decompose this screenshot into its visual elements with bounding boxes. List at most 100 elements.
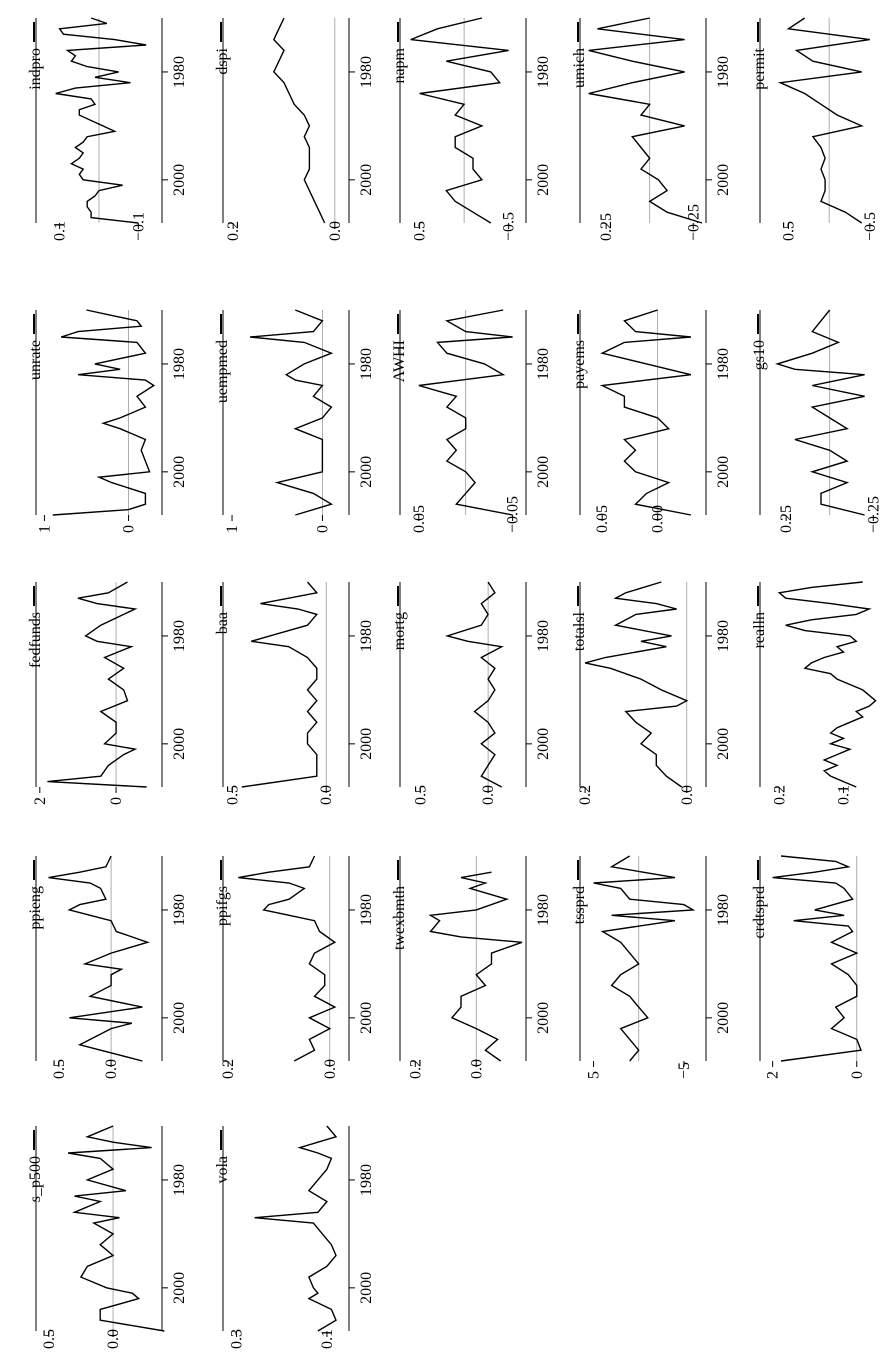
series-line-mortg <box>444 581 504 788</box>
panel-umich: 0.25 −0.25 1980 2000 umich <box>571 17 732 241</box>
x-tick-label: 2000 <box>535 1002 552 1034</box>
x-tick-label: 1980 <box>715 348 732 380</box>
series-line-unrate <box>52 309 156 516</box>
series-title: tssprd <box>571 886 588 924</box>
x-tick-label: 1980 <box>171 56 188 88</box>
panel-crdtsprd: 2019802000crdtsprd <box>751 855 866 1079</box>
panel-dspi: 0.2 0.0 1980 2000 dspi <box>214 17 375 241</box>
y-tick-label: 0.0 <box>105 1329 122 1349</box>
x-tick-label: 2000 <box>715 164 732 196</box>
y-tick-label: 0.25 <box>598 213 615 241</box>
y-tick-label: 0.5 <box>224 785 241 805</box>
series-line-gs10 <box>775 309 865 516</box>
series-line-indpro <box>55 17 147 224</box>
series-line-permit <box>777 17 870 224</box>
panel-realln: 0.20.119802000realln <box>751 581 877 805</box>
series-line-napm <box>410 17 509 224</box>
y-tick-label: 5 <box>586 1071 603 1079</box>
x-tick-label: 2000 <box>358 164 375 196</box>
x-tick-label: 2000 <box>715 1002 732 1034</box>
series-line-twexbmth <box>428 871 523 1062</box>
y-tick-label: 2 <box>765 1071 782 1079</box>
series-title: dspi <box>214 47 231 74</box>
series-line-tssprd <box>593 855 696 1062</box>
y-tick-label: 0 <box>849 1071 866 1079</box>
y-tick-label: 0.1 <box>319 1329 336 1349</box>
series-line-dspi <box>272 17 326 224</box>
series-title: fedfunds <box>27 612 44 668</box>
y-tick-label: 0.5 <box>51 1059 68 1079</box>
y-tick-label: 0.0 <box>103 1059 120 1079</box>
x-tick-label: 2000 <box>535 164 552 196</box>
y-tick-label: 0.0 <box>322 1059 339 1079</box>
series-line-umich <box>588 17 703 224</box>
x-tick-label: 1980 <box>171 1164 188 1196</box>
y-tick-label: 0 <box>108 797 125 805</box>
x-tick-label: 1980 <box>358 620 375 652</box>
series-title: totalsl <box>571 611 588 651</box>
panel-ppifgs: 0.2 0.0 1980 2000 ppifgs <box>214 855 375 1079</box>
series-title: indpro <box>27 48 44 90</box>
x-tick-label: 1980 <box>535 620 552 652</box>
panel-unrate: 1 0 1980 2000 unrate <box>27 309 188 533</box>
panel-permit: 0.5−0.519802000permit <box>751 17 879 241</box>
series-line-realln <box>777 581 877 788</box>
series-title: gs10 <box>751 340 768 370</box>
series-title: uempmed <box>214 340 231 403</box>
x-tick-label: 2000 <box>171 164 188 196</box>
x-tick-label: 1980 <box>358 56 375 88</box>
panel-indpro: 0.1 −0.1 1980 2000 indpro <box>27 17 188 241</box>
series-title: realln <box>751 612 768 648</box>
panel-twexbmth: 0.2 0.0 1980 2000 twexbmth <box>391 856 552 1079</box>
y-tick-label: −0.5 <box>501 212 518 241</box>
y-tick-label: 0.05 <box>594 505 611 533</box>
x-tick-label: 1980 <box>171 620 188 652</box>
series-title: ppieng <box>27 886 44 930</box>
panel-ppieng: 0.5 0.0 1980 2000 ppieng <box>27 855 188 1079</box>
x-tick-label: 1980 <box>715 894 732 926</box>
y-tick-label: 0.25 <box>778 505 795 533</box>
y-tick-label: 0.2 <box>577 785 594 805</box>
x-tick-label: 2000 <box>358 728 375 760</box>
x-tick-label: 2000 <box>535 456 552 488</box>
series-line-s_p500 <box>67 1125 165 1332</box>
series-title: twexbmth <box>391 886 408 950</box>
x-tick-label: 2000 <box>358 456 375 488</box>
series-title: s_p500 <box>27 1156 44 1202</box>
series-line-AWHI <box>418 309 513 516</box>
panel-tssprd: 5 −5 1980 2000 tssprd <box>571 855 732 1079</box>
series-title: umich <box>571 48 588 88</box>
x-tick-label: 1980 <box>535 56 552 88</box>
x-tick-label: 2000 <box>171 1272 188 1304</box>
y-tick-label: 0.0 <box>327 221 344 241</box>
y-tick-label: 0.0 <box>480 785 497 805</box>
x-tick-label: 1980 <box>171 348 188 380</box>
y-tick-label: 0.0 <box>318 785 335 805</box>
panel-vola: 0.3 0.1 1980 2000 vola <box>214 1125 375 1349</box>
series-title: unrate <box>27 340 44 380</box>
series-title: vola <box>214 1156 231 1184</box>
series-title: crdtsprd <box>751 886 768 938</box>
series-line-baa <box>241 581 319 788</box>
y-tick-label: 0.2 <box>771 785 788 805</box>
series-line-payems <box>599 309 692 516</box>
panel-napm: 0.5 −0.5 1980 2000 napm <box>391 17 552 241</box>
y-tick-label: −0.5 <box>862 212 879 241</box>
panel-baa: 0.5 0.0 1980 2000 baa <box>214 581 375 805</box>
panel-gs10: 0.25−0.2519802000gs10 <box>751 309 880 533</box>
y-tick-label: −0.25 <box>685 204 702 241</box>
panel-AWHI: 0.05 −0.05 1980 2000 AWHI <box>391 309 552 533</box>
x-tick-label: 1980 <box>535 348 552 380</box>
series-title: napm <box>391 47 408 83</box>
panel-fedfunds: 2 0 1980 2000 fedfunds <box>27 581 188 805</box>
x-tick-label: 2000 <box>715 728 732 760</box>
series-title: mortg <box>391 612 408 650</box>
y-tick-label: 0.05 <box>411 505 428 533</box>
x-tick-label: 1980 <box>715 620 732 652</box>
series-title: AWHI <box>391 340 408 382</box>
y-tick-label: 0 <box>314 525 331 533</box>
x-tick-label: 1980 <box>535 894 552 926</box>
panel-uempmed: 1 0 1980 2000 uempmed <box>214 309 375 533</box>
x-tick-label: 1980 <box>171 894 188 926</box>
x-tick-label: 2000 <box>171 1002 188 1034</box>
